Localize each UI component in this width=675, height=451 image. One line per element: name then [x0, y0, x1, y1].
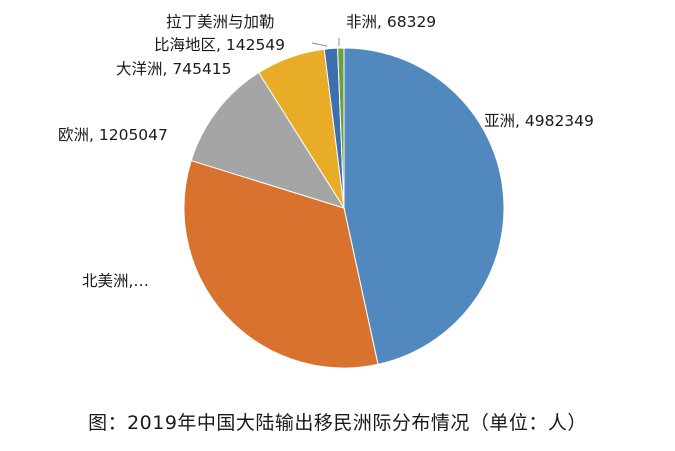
- label-europe: 欧洲, 1205047: [58, 126, 168, 144]
- figure-caption: 图：2019年中国大陆输出移民洲际分布情况（单位：人）: [88, 412, 587, 434]
- pie-slice-0: [343, 47, 505, 365]
- slice-labels: 亚洲, 4982349 北美洲,… 欧洲, 1205047 大洋洲, 74541…: [58, 13, 594, 290]
- label-oceania: 大洋洲, 745415: [116, 60, 232, 78]
- label-latin-america-line1: 拉丁美洲与加勒: [166, 13, 275, 31]
- label-africa: 非洲, 68329: [346, 13, 436, 31]
- label-latin-america-line2: 比海地区, 142549: [154, 36, 285, 54]
- label-north-america: 北美洲,…: [82, 272, 149, 290]
- pie-slice-1: [183, 159, 379, 369]
- label-asia: 亚洲, 4982349: [484, 112, 594, 130]
- pie-slices: [183, 47, 505, 369]
- pie-slice-2: [190, 71, 346, 209]
- leader-line-0: [311, 42, 328, 47]
- leader-lines: [311, 38, 340, 47]
- pie-slice-5: [337, 47, 345, 209]
